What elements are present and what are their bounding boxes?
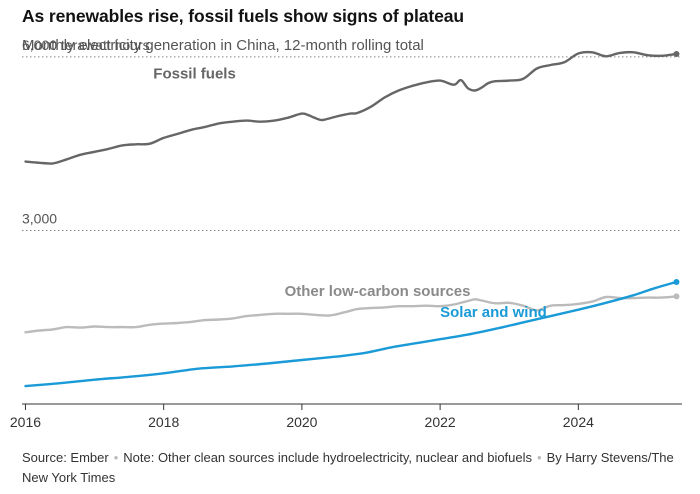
byline: By Harry Stevens/The New York Times xyxy=(22,450,674,485)
series-labels: Fossil fuels Other low-carbon sources Sola… xyxy=(153,66,546,322)
x-tick-label: 2018 xyxy=(148,414,179,430)
series-lines xyxy=(24,50,680,388)
other-low-carbon-sources-end-point xyxy=(673,293,680,300)
chart-title: As renewables rise, fossil fuels show si… xyxy=(22,6,464,26)
x-tick-label: 2016 xyxy=(10,414,41,430)
chart-subtitle: Monthly electricity generation in China,… xyxy=(22,37,424,54)
chart-footer: Source: Ember • Note: Other clean sources … xyxy=(22,448,682,488)
x-tick-label: 2022 xyxy=(425,414,456,430)
solar-and-wind-end-point xyxy=(673,278,680,285)
other-low-carbon-sources-label: Other low-carbon sources xyxy=(285,283,471,300)
x-tick-label: 2020 xyxy=(286,414,317,430)
x-tick-label: 2024 xyxy=(563,414,594,430)
solar-and-wind-line xyxy=(24,280,678,388)
y-tick-label: 3,000 xyxy=(22,210,57,226)
other-low-carbon-sources-line xyxy=(24,295,678,334)
separator-dot: • xyxy=(537,450,542,465)
clean-sources-note: Note: Other clean sources include hydroe… xyxy=(123,450,533,465)
fossil-fuels-label: Fossil fuels xyxy=(153,66,236,83)
y-tick-label: 6,000 terawatt hours xyxy=(22,37,150,53)
fossil-fuels-end-point xyxy=(673,51,680,58)
source-note: Source: Ember xyxy=(22,450,109,465)
separator-dot: • xyxy=(113,450,119,465)
gridlines: 3,000 6,000 terawatt hours xyxy=(22,37,682,231)
solar-and-wind-label: Solar and wind xyxy=(440,304,547,321)
x-axis: 2016 2018 2020 2022 2024 xyxy=(10,403,682,430)
fossil-fuels-line xyxy=(24,50,678,165)
